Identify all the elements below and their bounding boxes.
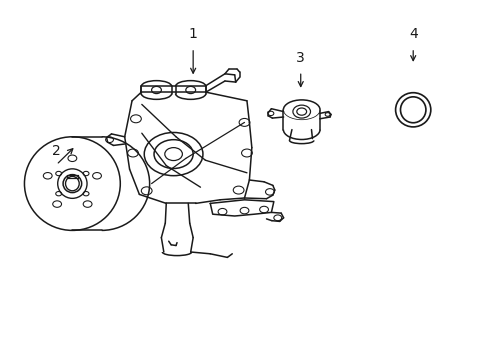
Text: 4: 4 (408, 27, 417, 41)
Text: 1: 1 (188, 27, 197, 41)
Text: 2: 2 (52, 144, 61, 158)
Text: 3: 3 (296, 51, 305, 65)
